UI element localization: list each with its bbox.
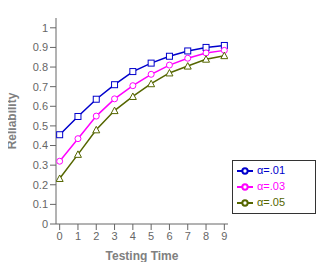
- svg-text:Testing Time: Testing Time: [106, 249, 179, 262]
- svg-text:7: 7: [185, 230, 191, 242]
- svg-text:0: 0: [42, 218, 48, 230]
- svg-text:1: 1: [42, 22, 48, 34]
- svg-text:8: 8: [203, 230, 209, 242]
- svg-text:0: 0: [57, 230, 63, 242]
- svg-text:5: 5: [148, 230, 154, 242]
- svg-text:0.2: 0.2: [33, 179, 48, 191]
- html-text:α=.03: α=.03: [257, 180, 286, 193]
- svg-text:0.4: 0.4: [33, 139, 48, 151]
- svg-text:0.8: 0.8: [33, 61, 48, 73]
- svg-text:Reliability: Reliability: [8, 92, 19, 149]
- svg-text:4: 4: [130, 230, 136, 242]
- svg-text:0.3: 0.3: [33, 159, 48, 171]
- svg-text:0.6: 0.6: [33, 100, 48, 112]
- html-text:α=.05: α=.05: [257, 196, 286, 209]
- svg-text:0.7: 0.7: [33, 81, 48, 93]
- svg-text:0.5: 0.5: [33, 120, 48, 132]
- html-text:α=.01: α=.01: [257, 164, 286, 176]
- svg-text:3: 3: [111, 230, 117, 242]
- svg-text:1: 1: [75, 230, 81, 242]
- svg-text:0.9: 0.9: [33, 41, 48, 53]
- svg-text:6: 6: [166, 230, 172, 242]
- svg-text:0.1: 0.1: [33, 198, 48, 210]
- svg-text:2: 2: [93, 230, 99, 242]
- svg-text:9: 9: [221, 230, 227, 242]
